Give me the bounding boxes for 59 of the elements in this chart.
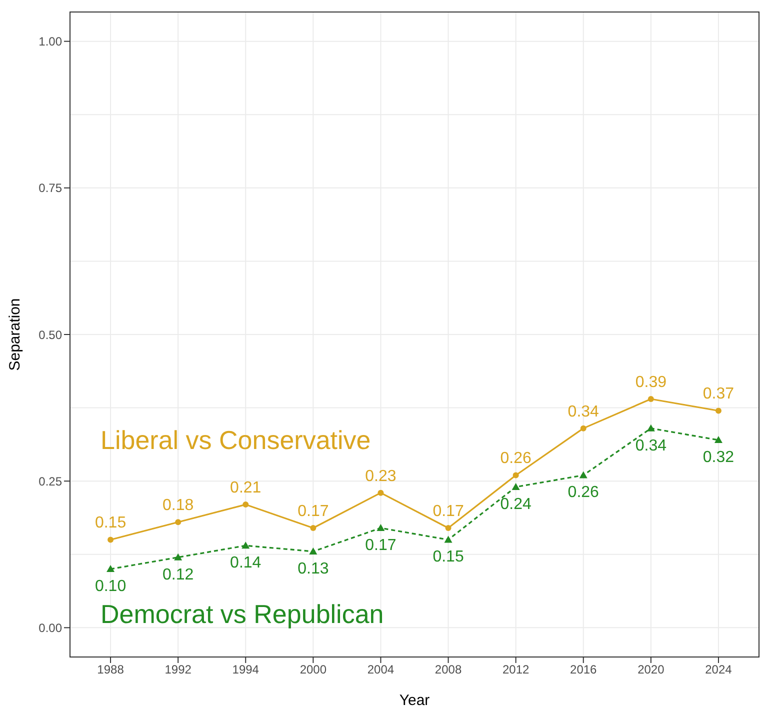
x-tick-label: 2016 (570, 662, 598, 677)
point (242, 502, 249, 508)
y-tick-label: 0.50 (38, 328, 62, 342)
data-label: 0.24 (500, 496, 532, 513)
point (310, 525, 316, 531)
data-label: 0.21 (230, 480, 262, 497)
point (512, 472, 519, 478)
data-label: 0.26 (568, 484, 600, 502)
data-label: 0.34 (635, 437, 667, 454)
point (175, 519, 182, 526)
x-tick-label: 2008 (434, 662, 462, 677)
point (512, 482, 520, 490)
data-label: 0.14 (230, 554, 262, 572)
x-tick-label: 2012 (502, 662, 530, 677)
point (242, 542, 250, 549)
y-tick-label: 0.75 (38, 181, 62, 196)
x-tick-label: 1994 (232, 662, 260, 677)
x-tick-label: 2004 (367, 662, 394, 677)
data-label: 0.17 (298, 503, 329, 520)
y-tick-label: 1.00 (38, 34, 62, 49)
data-label: 0.10 (94, 578, 126, 596)
point (715, 408, 722, 414)
point (580, 425, 586, 432)
point (376, 524, 385, 531)
point (106, 565, 115, 572)
y-axis-title: Separation (6, 298, 24, 371)
point (579, 471, 588, 478)
data-label: 0.26 (500, 450, 532, 468)
x-tick-label: 1992 (164, 662, 192, 677)
x-tick-label: 2024 (705, 662, 732, 677)
data-label: 0.32 (702, 449, 734, 466)
point (309, 547, 318, 554)
point (174, 553, 182, 560)
data-label: 0.12 (162, 566, 194, 584)
data-label: 0.39 (635, 374, 667, 391)
point (445, 525, 452, 531)
x-axis-title: Year (399, 692, 430, 709)
data-label: 0.13 (298, 560, 329, 578)
point (714, 436, 722, 444)
data-label: 0.17 (365, 537, 396, 554)
series-label: Liberal vs Conservative (100, 424, 371, 456)
point (648, 396, 654, 402)
data-label: 0.15 (94, 514, 126, 532)
data-label: 0.15 (432, 548, 464, 566)
point (646, 424, 655, 432)
data-label: 0.23 (365, 468, 396, 485)
y-tick-label: 0.25 (38, 474, 62, 488)
point (378, 490, 384, 496)
x-tick-label: 2000 (300, 662, 327, 677)
data-label: 0.37 (702, 386, 734, 403)
y-tick-label: 0.00 (38, 620, 62, 635)
point (108, 536, 114, 543)
point (444, 536, 452, 543)
series-label: Democrat vs Republican (100, 599, 384, 630)
data-label: 0.18 (162, 497, 194, 514)
x-tick-label: 2020 (638, 662, 665, 677)
data-label: 0.17 (432, 503, 464, 520)
data-label: 0.34 (568, 403, 600, 420)
x-tick-label: 1988 (97, 662, 124, 677)
